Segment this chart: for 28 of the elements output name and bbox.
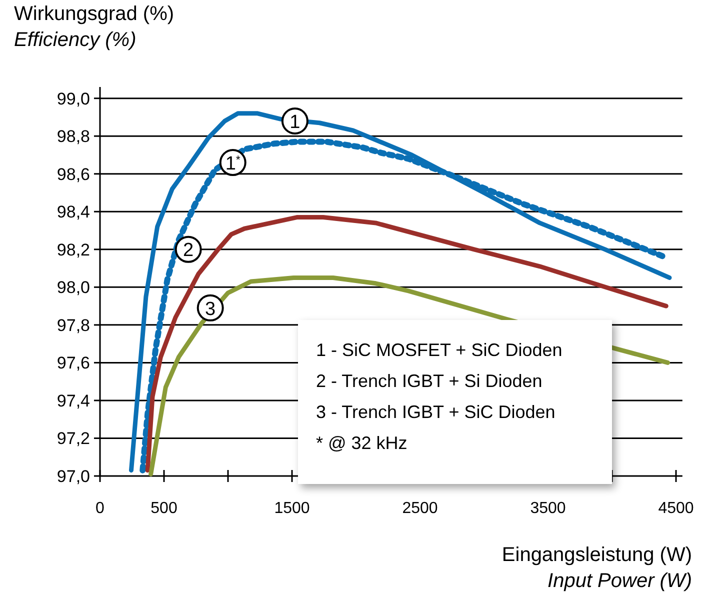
y-tick-label: 98,2 (56, 240, 90, 260)
y-tick-label: 98,0 (56, 278, 90, 298)
annotation: * @ 32 kHz (316, 433, 408, 453)
y-tick-label: 97,6 (56, 354, 90, 373)
annotation: 3 (205, 298, 216, 320)
y-tick-label: 97,0 (56, 466, 90, 486)
y-tick-label: 99,0 (56, 89, 90, 108)
annotation: 1$^{*}$ (225, 153, 241, 174)
y-tick-label: 98,4 (56, 202, 90, 222)
y-tick-label: 97,4 (56, 391, 90, 410)
annotation: 2 (183, 240, 194, 262)
line-series (145, 215, 668, 473)
y-tick-label: 97,2 (56, 429, 90, 448)
x-tick-label: 500 (150, 500, 178, 517)
annotation: 1 (290, 112, 300, 133)
x-tick-label: 1500 (274, 500, 310, 517)
annotation: 2 - Trench IGBT + Si Dioden (316, 371, 542, 391)
y-tick-label: 98,6 (56, 164, 90, 184)
y-tick-label: 98,8 (56, 127, 90, 146)
y-tick-label: 97,8 (56, 316, 90, 335)
x-tick-label: 0 (96, 500, 105, 517)
x-tick-label: 2500 (402, 500, 438, 517)
annotation: 3 - Trench IGBT + SiC Dioden (316, 402, 556, 422)
x-tick-label: 4500 (658, 500, 694, 517)
x-tick-label: 3500 (530, 500, 566, 517)
annotation: 1 - SiC MOSFET + SiC Dioden (316, 340, 562, 360)
y-axis-title: Wirkungsgrad (%) Efficiency (%) (14, 3, 174, 51)
x-axis-title: Eingangsleistung (W) Input Power (W) (502, 544, 692, 592)
